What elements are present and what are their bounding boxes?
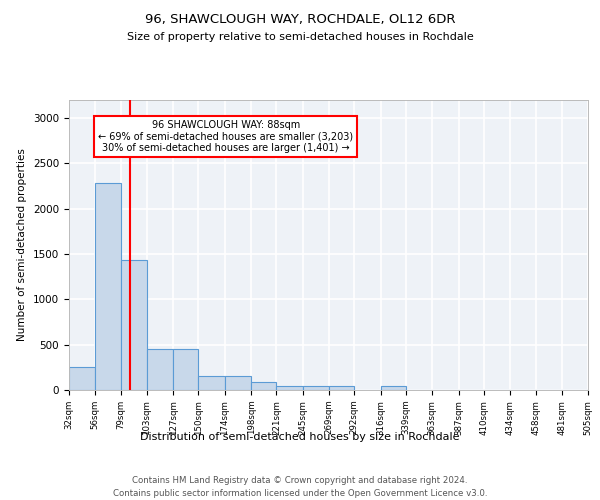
Bar — [147, 349, 173, 390]
Bar — [69, 368, 95, 390]
Text: 96 SHAWCLOUGH WAY: 88sqm
← 69% of semi-detached houses are smaller (3,203)
30% o: 96 SHAWCLOUGH WAY: 88sqm ← 69% of semi-d… — [98, 120, 353, 153]
Bar — [225, 376, 251, 390]
Bar — [199, 376, 225, 390]
Bar — [95, 184, 121, 390]
Bar — [121, 260, 147, 390]
Y-axis label: Number of semi-detached properties: Number of semi-detached properties — [17, 148, 28, 342]
Text: Distribution of semi-detached houses by size in Rochdale: Distribution of semi-detached houses by … — [140, 432, 460, 442]
Bar — [303, 386, 329, 390]
Text: 96, SHAWCLOUGH WAY, ROCHDALE, OL12 6DR: 96, SHAWCLOUGH WAY, ROCHDALE, OL12 6DR — [145, 12, 455, 26]
Bar — [251, 382, 277, 390]
Bar — [173, 349, 199, 390]
Text: Contains public sector information licensed under the Open Government Licence v3: Contains public sector information licen… — [113, 489, 487, 498]
Text: Size of property relative to semi-detached houses in Rochdale: Size of property relative to semi-detach… — [127, 32, 473, 42]
Bar — [277, 386, 303, 390]
Text: Contains HM Land Registry data © Crown copyright and database right 2024.: Contains HM Land Registry data © Crown c… — [132, 476, 468, 485]
Bar — [329, 386, 354, 390]
Bar — [380, 386, 406, 390]
